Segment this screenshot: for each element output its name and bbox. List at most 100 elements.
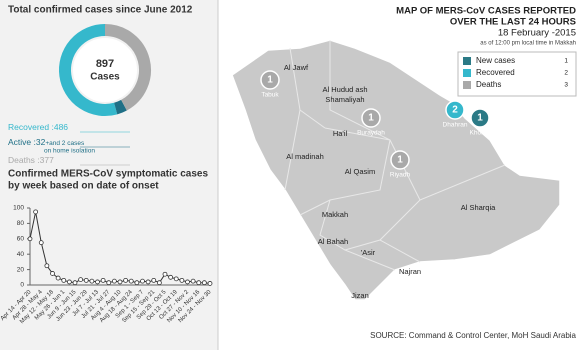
point [128, 278, 134, 284]
legend-swatch [463, 69, 471, 77]
y-tick-label: 0 [20, 282, 24, 289]
city-name: Buraydah [357, 130, 385, 137]
segment-label: Deaths :377 [8, 155, 54, 165]
region-label: Al Hudud ash [322, 85, 367, 94]
y-tick-label: 100 [13, 205, 24, 212]
point [117, 279, 123, 285]
region-label: 'Asir [361, 248, 376, 257]
legend-swatch [463, 81, 471, 89]
point [72, 280, 78, 286]
segment-value: 486 [54, 122, 68, 132]
y-tick-label: 40 [17, 251, 25, 258]
city-name: Dhahran [443, 122, 468, 129]
map-subtitle: as of 12:00 pm local time in Makkah [480, 41, 576, 47]
point [179, 277, 185, 283]
point [168, 274, 174, 280]
point [123, 277, 129, 283]
segment-value: 377 [40, 155, 54, 165]
legend-label: New cases [476, 56, 515, 65]
point [27, 236, 33, 242]
segment-value: 32 [36, 137, 46, 147]
point [44, 263, 50, 269]
legend-key: 2 [564, 70, 568, 77]
segment-name: Active : [8, 137, 36, 147]
region-label: Ha'il [333, 129, 348, 138]
point [78, 277, 84, 283]
city-count: 2 [452, 105, 458, 116]
city-name: Tabuk [261, 92, 279, 99]
point [173, 276, 179, 282]
city-bubble [361, 108, 381, 128]
donut-title: Total confirmed cases since June 2012 [8, 5, 193, 16]
city-bubble [470, 108, 490, 128]
point [162, 271, 168, 277]
donut-total-label: Cases [90, 72, 120, 83]
point [83, 277, 89, 283]
point [50, 271, 55, 276]
city-bubble [445, 100, 465, 120]
point [55, 275, 61, 281]
city-bubble [390, 150, 410, 170]
region-label: Makkah [322, 210, 348, 219]
point [95, 279, 100, 285]
point [207, 281, 213, 286]
legend-key: 3 [564, 82, 568, 89]
y-tick-label: 20 [17, 266, 25, 273]
segment-note: +and 2 cases [45, 140, 85, 147]
donut-center [73, 38, 137, 102]
region-label: Al Bahah [318, 237, 348, 246]
region-label: Al Jawf [284, 63, 309, 72]
donut-total: 897 [96, 58, 114, 70]
map-date: 18 February -2015 [498, 28, 576, 39]
source: SOURCE: Command & Control Center, MoH Sa… [370, 331, 576, 340]
region-label: Najran [399, 267, 421, 276]
legend-box [457, 51, 577, 97]
city-bubble [260, 70, 280, 90]
city-name: Khobar [470, 130, 492, 137]
donut-segment [59, 24, 118, 116]
segment-note: on home isolation [44, 148, 95, 155]
chart-title: Confirmed MERS-CoV symptomatic cases [8, 169, 208, 180]
point [134, 280, 140, 286]
region-label: Al Sharqia [461, 203, 496, 212]
legend-swatch [463, 57, 471, 65]
city-count: 1 [477, 113, 483, 124]
donut-segment [104, 24, 151, 111]
region-label: Jizan [351, 291, 369, 300]
city-count: 1 [267, 75, 273, 86]
map-title: MAP OF MERS-CoV CASES REPORTED [396, 6, 576, 17]
point [145, 279, 151, 285]
point [61, 277, 67, 283]
point [190, 278, 196, 284]
map-title: OVER THE LAST 24 HOURS [450, 17, 576, 28]
legend-label: Recovered [476, 68, 515, 77]
region-borders [284, 40, 506, 271]
point [100, 277, 106, 283]
segment-name: Recovered : [8, 122, 54, 132]
point [89, 278, 95, 284]
point [185, 279, 190, 285]
region-label: Al madinah [286, 152, 324, 161]
legend-key: 1 [564, 58, 568, 65]
city-count: 1 [368, 113, 374, 124]
city-name: Riyadh [390, 172, 411, 179]
region-label: Shamaliyah [325, 95, 364, 104]
point [140, 278, 145, 284]
chart-title: by week based on date of onset [8, 181, 159, 192]
point [38, 240, 44, 246]
point [106, 280, 112, 286]
y-tick-label: 60 [17, 236, 25, 243]
donut-segment [113, 99, 127, 115]
region-label: Al Qasim [345, 167, 375, 176]
point [111, 278, 117, 284]
legend-label: Deaths [476, 80, 501, 89]
point [156, 280, 162, 286]
point [33, 209, 39, 215]
point [151, 277, 157, 283]
city-count: 1 [397, 155, 403, 166]
point [66, 279, 72, 285]
y-tick-label: 80 [17, 220, 25, 227]
segment-label: Recovered :486 [8, 122, 68, 132]
segment-label: Active :32+and 2 cases [8, 137, 85, 147]
